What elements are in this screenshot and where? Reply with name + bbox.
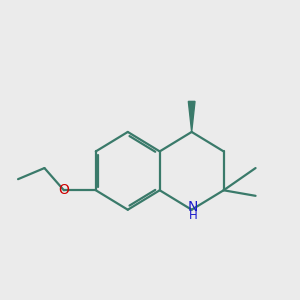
Polygon shape <box>188 101 195 132</box>
Text: H: H <box>189 209 197 222</box>
Text: N: N <box>188 200 198 214</box>
Text: O: O <box>58 183 69 197</box>
